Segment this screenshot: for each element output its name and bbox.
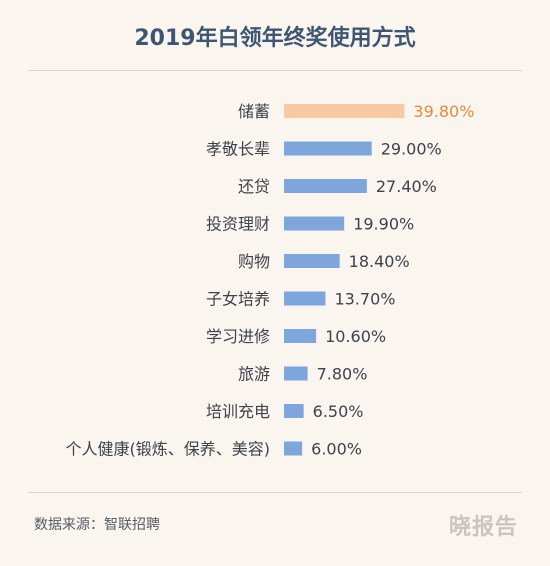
source-note: 数据来源：智联招聘 bbox=[34, 517, 160, 533]
bar bbox=[284, 254, 340, 268]
footer-divider bbox=[28, 492, 522, 493]
category-label: 孝敬长辈 bbox=[206, 140, 270, 159]
bar bbox=[284, 404, 304, 418]
category-label: 子女培养 bbox=[206, 290, 270, 309]
category-label: 购物 bbox=[238, 252, 270, 271]
value-label: 7.80% bbox=[317, 365, 368, 384]
bar bbox=[284, 141, 372, 156]
brand-logo: 晓报告 bbox=[448, 515, 518, 540]
value-label: 13.70% bbox=[334, 290, 395, 309]
value-label: 39.80% bbox=[413, 102, 474, 121]
bar bbox=[284, 366, 308, 381]
bar bbox=[284, 291, 326, 306]
category-label: 旅游 bbox=[238, 365, 270, 384]
value-label: 27.40% bbox=[376, 177, 437, 196]
bar bbox=[284, 329, 317, 343]
value-label: 29.00% bbox=[381, 140, 442, 159]
category-label: 学习进修 bbox=[206, 327, 270, 346]
bar bbox=[284, 216, 345, 231]
value-label: 18.40% bbox=[349, 252, 410, 271]
value-label: 6.00% bbox=[311, 440, 362, 459]
category-label: 培训充电 bbox=[206, 402, 270, 421]
category-label: 储蓄 bbox=[238, 102, 270, 121]
value-label: 10.60% bbox=[325, 327, 386, 346]
bar bbox=[284, 441, 303, 456]
chart-title: 2019年白领年终奖使用方式 bbox=[134, 26, 416, 51]
bar bbox=[284, 179, 367, 193]
bar-chart: 储蓄 39.80% 孝敬长辈 29.00% 还贷 27.40% 投资理财 19.90% 购物 18… bbox=[66, 102, 475, 459]
category-label: 还贷 bbox=[238, 177, 270, 196]
title-divider bbox=[28, 70, 522, 71]
bar bbox=[284, 104, 405, 118]
category-label: 投资理财 bbox=[206, 215, 270, 234]
category-label: 个人健康(锻炼、保养、美容) bbox=[66, 440, 271, 459]
value-label: 6.50% bbox=[313, 402, 364, 421]
value-label: 19.90% bbox=[353, 215, 414, 234]
